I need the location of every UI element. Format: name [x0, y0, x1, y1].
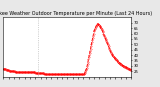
Title: Milwaukee Weather Outdoor Temperature per Minute (Last 24 Hours): Milwaukee Weather Outdoor Temperature pe… — [0, 11, 152, 16]
